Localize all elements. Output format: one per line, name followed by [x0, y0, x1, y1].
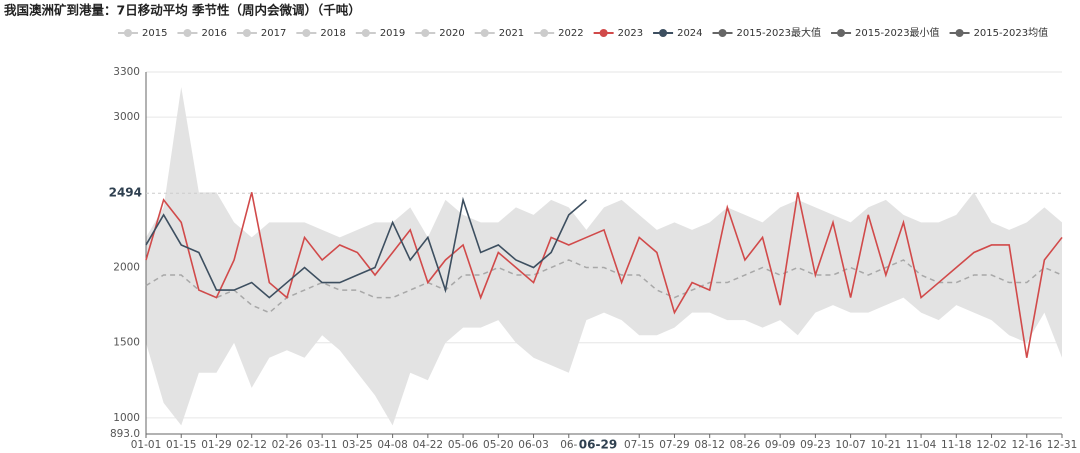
legend-icon-dot: [480, 29, 489, 37]
y-pointer-label: 2494: [109, 186, 142, 200]
range-band: [146, 87, 1062, 426]
series-line: [145, 259, 1063, 314]
legend-icon-dot: [599, 29, 608, 37]
legend-item[interactable]: 2024: [677, 28, 702, 39]
x-tick-label: 04-08: [377, 439, 408, 451]
legend-item-inactive[interactable]: 2018: [320, 28, 345, 39]
legend-item-inactive[interactable]: 2015: [142, 28, 167, 39]
x-tick-label: 10-21: [871, 439, 902, 451]
x-tick-label: 11-18: [941, 439, 972, 451]
legend-icon-dot: [540, 29, 549, 37]
y-tick-label: 1500: [113, 337, 140, 349]
x-tick-label: 06-03: [518, 439, 549, 451]
legend-item-inactive[interactable]: 2021: [499, 28, 524, 39]
legend-item[interactable]: 2023: [618, 28, 643, 39]
legend-icon-dot: [955, 29, 964, 37]
y-tick-label: 1000: [113, 412, 140, 424]
x-tick-label: 08-12: [694, 439, 725, 451]
x-tick-label: 03-25: [342, 439, 373, 451]
x-tick-label: 01-29: [201, 439, 232, 451]
legend-item[interactable]: 2015-2023最大值: [737, 26, 822, 39]
legend-icon-dot: [837, 29, 846, 37]
legend-item-inactive[interactable]: 2016: [201, 28, 226, 39]
legend-icon-dot: [718, 29, 727, 37]
x-tick-label: 06-: [560, 439, 577, 451]
series-line: [145, 196, 587, 299]
legend-icon-dot: [659, 29, 668, 37]
legend-item[interactable]: 2015-2023均值: [974, 26, 1049, 39]
x-tick-label: 04-22: [413, 439, 444, 451]
legend-icon-dot: [242, 29, 251, 37]
x-tick-label: 01-01: [131, 439, 162, 451]
x-tick-label: 10-07: [835, 439, 866, 451]
series-line: [145, 192, 1063, 358]
legend-icon-dot: [302, 29, 311, 37]
x-tick-label: 05-06: [448, 439, 479, 451]
x-pointer-label: 06-29: [579, 438, 617, 452]
x-tick-label: 12-31: [1047, 439, 1078, 451]
x-tick-label: 02-12: [236, 439, 267, 451]
legend-icon-dot: [421, 29, 430, 37]
y-pointer-bg: [108, 185, 144, 202]
x-tick-label: 08-26: [730, 439, 761, 451]
x-tick-label: 09-23: [800, 439, 831, 451]
legend-item[interactable]: 2015-2023最小值: [855, 26, 940, 39]
chart-title: 我国澳洲矿到港量：7日移动平均 季节性（周内会微调）（千吨）: [4, 3, 361, 18]
y-tick-label: 2000: [113, 262, 140, 274]
x-tick-label: 01-15: [166, 439, 197, 451]
x-tick-label: 12-16: [1012, 439, 1043, 451]
legend-icon-dot: [183, 29, 192, 37]
legend-icon-dot: [361, 29, 370, 37]
x-tick-label: 07-15: [624, 439, 655, 451]
y-tick-label: 3000: [113, 111, 140, 123]
x-tick-label: 09-09: [765, 439, 796, 451]
legend-item-inactive[interactable]: 2020: [439, 28, 464, 39]
legend-item-inactive[interactable]: 2019: [380, 28, 405, 39]
x-tick-label: 11-04: [906, 439, 937, 451]
x-tick-label: 02-26: [272, 439, 303, 451]
x-tick-label: 07-29: [659, 439, 690, 451]
legend-item-inactive[interactable]: 2022: [558, 28, 583, 39]
y-tick-label: 893.0: [110, 428, 140, 440]
x-tick-label: 03-11: [307, 439, 338, 451]
x-tick-label: 05-20: [483, 439, 514, 451]
y-tick-label: 3300: [113, 66, 140, 78]
x-tick-label: 12-02: [976, 439, 1007, 451]
legend-item-inactive[interactable]: 2017: [261, 28, 286, 39]
legend-icon-dot: [124, 29, 132, 37]
